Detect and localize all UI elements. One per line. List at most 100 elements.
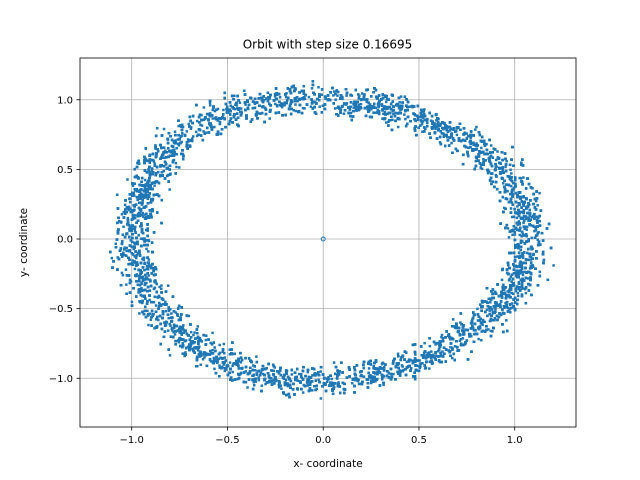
orbit-point [218, 364, 221, 367]
orbit-point [129, 280, 133, 283]
orbit-point [168, 188, 171, 191]
orbit-point [310, 87, 314, 90]
orbit-point [386, 112, 389, 116]
orbit-point [243, 89, 246, 92]
orbit-point [147, 250, 150, 253]
orbit-point [505, 319, 508, 322]
orbit-point [407, 358, 411, 361]
orbit-point [428, 344, 432, 348]
orbit-point [189, 330, 193, 334]
orbit-point [228, 361, 232, 364]
orbit-point [474, 159, 478, 163]
orbit-point [187, 343, 191, 346]
orbit-point [196, 325, 199, 328]
orbit-point [253, 102, 257, 106]
orbit-point [372, 111, 375, 114]
orbit-point [536, 204, 539, 207]
orbit-point [494, 173, 498, 177]
orbit-point [317, 378, 320, 382]
orbit-point [142, 288, 145, 292]
orbit-point [516, 255, 519, 258]
orbit-point [489, 301, 492, 304]
orbit-point [260, 384, 264, 387]
orbit-point [345, 94, 348, 97]
orbit-point [246, 386, 249, 389]
orbit-point [147, 323, 150, 327]
orbit-point [498, 171, 502, 174]
orbit-point [485, 308, 489, 311]
orbit-point [507, 236, 511, 239]
orbit-point [507, 290, 511, 294]
orbit-point [515, 216, 519, 220]
orbit-point [133, 255, 136, 258]
orbit-point [518, 233, 522, 237]
orbit-point [181, 123, 184, 127]
orbit-point [121, 273, 125, 277]
orbit-point [195, 355, 199, 359]
orbit-point [138, 277, 141, 280]
orbit-point [164, 309, 168, 313]
orbit-point [139, 209, 143, 213]
orbit-point [319, 370, 322, 373]
orbit-point [517, 287, 520, 291]
orbit-point [202, 106, 206, 109]
orbit-point [126, 178, 129, 181]
orbit-point [142, 215, 145, 219]
orbit-point [357, 97, 360, 100]
orbit-point [148, 298, 151, 302]
orbit-point [434, 127, 437, 131]
orbit-point [238, 101, 242, 104]
orbit-point [450, 141, 453, 145]
orbit-point [332, 94, 335, 97]
orbit-point [166, 284, 170, 287]
orbit-point [353, 378, 357, 382]
orbit-point [503, 292, 506, 296]
y-grid [80, 99, 576, 379]
orbit-point [173, 329, 177, 333]
orbit-point [122, 225, 125, 229]
orbit-point [421, 120, 425, 123]
orbit-point [442, 132, 445, 136]
orbit-point [530, 236, 533, 240]
orbit-point [470, 133, 474, 137]
orbit-point [431, 353, 435, 357]
orbit-point [134, 214, 137, 217]
orbit-point [430, 350, 433, 353]
orbit-point [239, 107, 243, 110]
orbit-point [154, 144, 157, 147]
orbit-point [162, 127, 166, 131]
orbit-point [317, 86, 320, 89]
orbit-point [181, 132, 184, 135]
orbit-point [223, 356, 227, 359]
orbit-point [223, 369, 227, 373]
orbit-point [436, 349, 440, 353]
orbit-point [127, 262, 130, 266]
orbit-point [228, 348, 231, 351]
orbit-point [459, 321, 462, 324]
orbit-point [480, 146, 483, 150]
orbit-point [369, 381, 373, 385]
orbit-point [261, 372, 265, 376]
orbit-point [494, 165, 498, 169]
orbit-point [510, 280, 513, 283]
orbit-point [438, 141, 442, 144]
orbit-point [175, 165, 178, 169]
orbit-point [524, 291, 528, 295]
orbit-point [151, 197, 155, 201]
orbit-point [218, 366, 221, 369]
orbit-point [510, 291, 513, 295]
orbit-point [279, 104, 283, 108]
orbit-point [538, 270, 542, 274]
grid [80, 58, 576, 427]
orbit-point [439, 351, 442, 355]
orbit-point [174, 139, 177, 142]
orbit-point [172, 330, 175, 334]
orbit-point [514, 273, 518, 276]
orbit-point [223, 351, 226, 355]
orbit-point [153, 162, 156, 165]
orbit-point [486, 171, 490, 175]
orbit-point [303, 97, 307, 100]
orbit-point [469, 136, 472, 140]
orbit-point [256, 370, 259, 373]
orbit-point [502, 283, 505, 286]
